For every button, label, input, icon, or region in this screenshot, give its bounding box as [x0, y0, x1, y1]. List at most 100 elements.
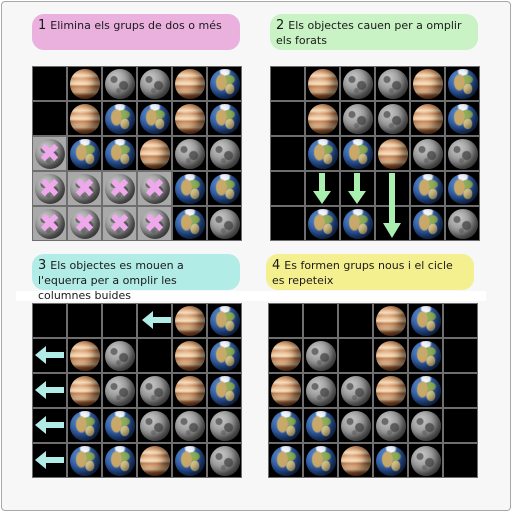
board-cell[interactable] [172, 101, 207, 136]
board-cell[interactable] [408, 338, 443, 373]
board-cell[interactable] [207, 206, 242, 241]
board-cell[interactable] [305, 206, 340, 241]
board-cell[interactable] [340, 206, 375, 241]
board-cell[interactable] [172, 408, 207, 443]
board-cell[interactable] [207, 66, 242, 101]
board-cell[interactable] [102, 66, 137, 101]
board-cell[interactable] [102, 171, 137, 206]
board-cell[interactable] [102, 101, 137, 136]
board-cell[interactable] [303, 373, 338, 408]
board-cell[interactable] [268, 443, 303, 478]
board-cell[interactable] [443, 303, 478, 338]
board-cell[interactable] [32, 303, 67, 338]
board-cell[interactable] [67, 443, 102, 478]
board-cell[interactable] [172, 443, 207, 478]
board-cell[interactable] [102, 338, 137, 373]
board-cell[interactable] [32, 171, 67, 206]
board-cell[interactable] [67, 303, 102, 338]
board-cell[interactable] [340, 66, 375, 101]
board-cell[interactable] [67, 206, 102, 241]
board-cell[interactable] [303, 443, 338, 478]
board-cell[interactable] [137, 66, 172, 101]
board-cell[interactable] [172, 66, 207, 101]
board-cell[interactable] [172, 171, 207, 206]
board-cell[interactable] [445, 136, 480, 171]
board-cell[interactable] [375, 101, 410, 136]
board-cell[interactable] [137, 373, 172, 408]
board-cell[interactable] [67, 136, 102, 171]
board-cell[interactable] [270, 101, 305, 136]
board-cell[interactable] [268, 373, 303, 408]
board-cell[interactable] [67, 373, 102, 408]
board-cell[interactable] [67, 66, 102, 101]
board-cell[interactable] [410, 66, 445, 101]
board-cell[interactable] [268, 338, 303, 373]
board-cell[interactable] [207, 373, 242, 408]
board-cell[interactable] [410, 136, 445, 171]
board-cell[interactable] [32, 136, 67, 171]
board-cell[interactable] [373, 443, 408, 478]
board-cell[interactable] [373, 373, 408, 408]
board-cell[interactable] [32, 101, 67, 136]
board-cell[interactable] [375, 66, 410, 101]
board-cell[interactable] [443, 338, 478, 373]
board-cell[interactable] [32, 66, 67, 101]
board-cell[interactable] [67, 101, 102, 136]
board-cell[interactable] [207, 303, 242, 338]
board-cell[interactable] [338, 303, 373, 338]
board-cell[interactable] [410, 206, 445, 241]
board-cell[interactable] [172, 303, 207, 338]
board-cell[interactable] [67, 338, 102, 373]
board-cell[interactable] [102, 443, 137, 478]
board-cell[interactable] [172, 206, 207, 241]
board-cell[interactable] [338, 408, 373, 443]
board-cell[interactable] [102, 408, 137, 443]
board-cell[interactable] [270, 136, 305, 171]
board-cell[interactable] [207, 338, 242, 373]
board-cell[interactable] [443, 408, 478, 443]
board-cell[interactable] [410, 101, 445, 136]
board-cell[interactable] [137, 408, 172, 443]
board-cell[interactable] [137, 206, 172, 241]
board-cell[interactable] [443, 443, 478, 478]
board-cell[interactable] [102, 136, 137, 171]
board-cell[interactable] [303, 303, 338, 338]
board-cell[interactable] [172, 136, 207, 171]
board-cell[interactable] [268, 303, 303, 338]
board-cell[interactable] [443, 373, 478, 408]
board-cell[interactable] [32, 206, 67, 241]
board-cell[interactable] [207, 408, 242, 443]
board-cell[interactable] [338, 338, 373, 373]
board-cell[interactable] [445, 206, 480, 241]
board-cell[interactable] [102, 373, 137, 408]
board-cell[interactable] [137, 171, 172, 206]
board-cell[interactable] [303, 408, 338, 443]
board-cell[interactable] [270, 206, 305, 241]
board-cell[interactable] [303, 338, 338, 373]
board-cell[interactable] [102, 206, 137, 241]
board-cell[interactable] [408, 443, 443, 478]
board-cell[interactable] [445, 171, 480, 206]
board-cell[interactable] [338, 443, 373, 478]
board-cell[interactable] [67, 408, 102, 443]
board-cell[interactable] [172, 338, 207, 373]
board-cell[interactable] [305, 66, 340, 101]
board-cell[interactable] [207, 101, 242, 136]
board-cell[interactable] [207, 443, 242, 478]
board-cell[interactable] [373, 303, 408, 338]
board-cell[interactable] [305, 136, 340, 171]
board-cell[interactable] [373, 338, 408, 373]
board-cell[interactable] [137, 338, 172, 373]
board-cell[interactable] [137, 443, 172, 478]
board-cell[interactable] [207, 171, 242, 206]
board-cell[interactable] [408, 408, 443, 443]
board-cell[interactable] [445, 66, 480, 101]
board-cell[interactable] [408, 373, 443, 408]
board-cell[interactable] [408, 303, 443, 338]
board-cell[interactable] [338, 373, 373, 408]
board-cell[interactable] [340, 101, 375, 136]
board-cell[interactable] [207, 136, 242, 171]
board-cell[interactable] [445, 101, 480, 136]
board-cell[interactable] [410, 171, 445, 206]
board-cell[interactable] [340, 136, 375, 171]
